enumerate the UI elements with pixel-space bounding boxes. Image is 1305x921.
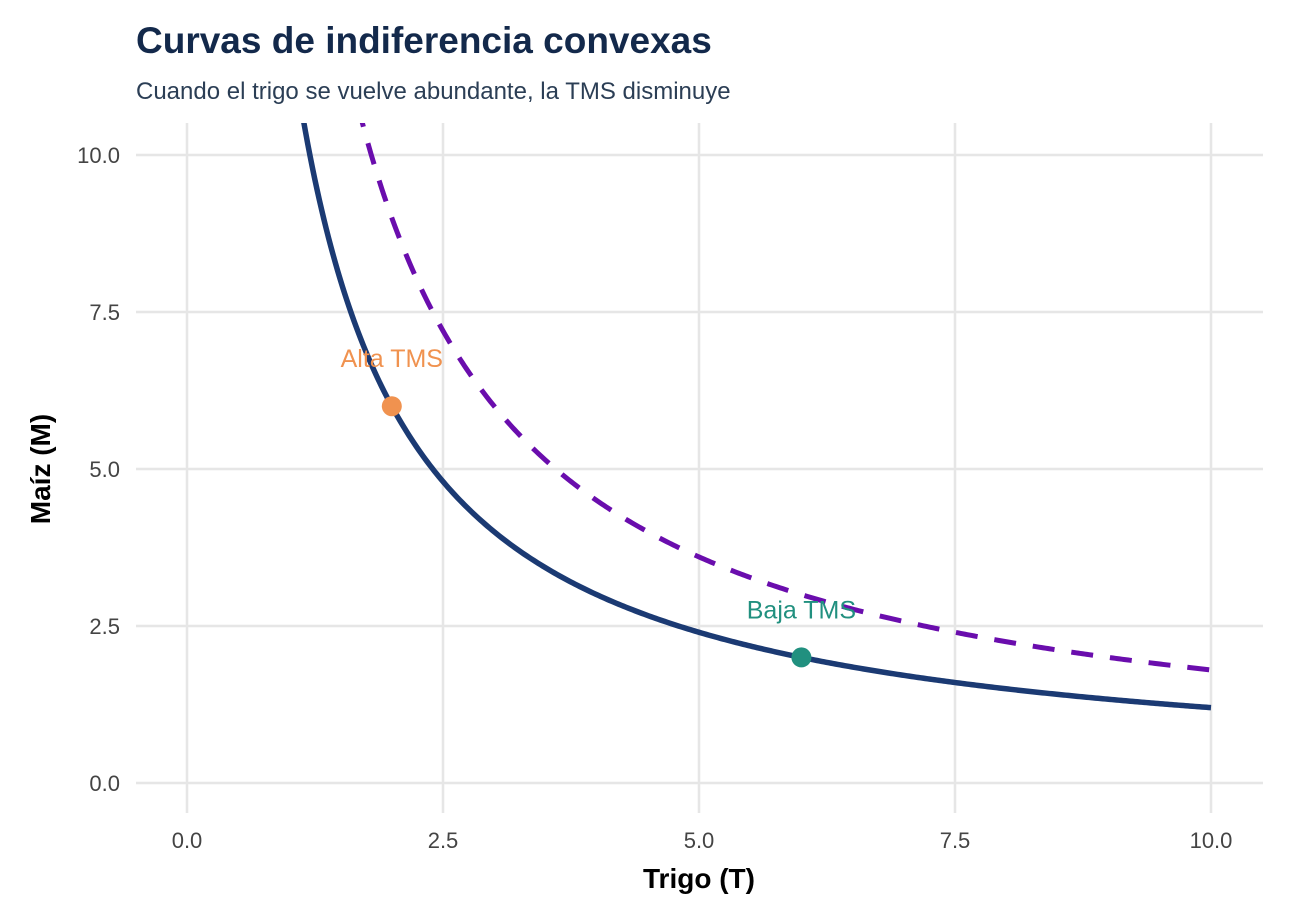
y-tick-label: 5.0 (89, 457, 120, 482)
y-axis-title: Maíz (M) (25, 414, 56, 524)
x-tick-label: 0.0 (172, 828, 203, 853)
y-tick-label: 7.5 (89, 300, 120, 325)
x-tick-label: 5.0 (684, 828, 715, 853)
indifference-curve-dashed (359, 123, 1212, 673)
x-tick-label: 10.0 (1190, 828, 1233, 853)
tick-labels: 0.0 2.5 5.0 7.5 10.0 0.0 2.5 5.0 7.5 10.0 (77, 143, 1232, 853)
points-group: Alta TMS Baja TMS (341, 345, 856, 668)
indifference-curve-solid (301, 123, 1212, 711)
x-tick-label: 7.5 (940, 828, 971, 853)
point-annotation: Baja TMS (747, 596, 856, 624)
y-tick-label: 0.0 (89, 771, 120, 796)
y-tick-label: 2.5 (89, 614, 120, 639)
x-tick-label: 2.5 (428, 828, 459, 853)
grid-lines (136, 123, 1263, 813)
point-marker (791, 647, 812, 668)
series-group (301, 123, 1212, 711)
chart-title: Curvas de indiferencia convexas (136, 20, 712, 61)
x-axis-title: Trigo (T) (643, 863, 755, 894)
point-annotation: Alta TMS (341, 345, 443, 373)
chart-subtitle: Cuando el trigo se vuelve abundante, la … (136, 78, 731, 105)
y-tick-label: 10.0 (77, 143, 120, 168)
point-marker (381, 396, 402, 417)
